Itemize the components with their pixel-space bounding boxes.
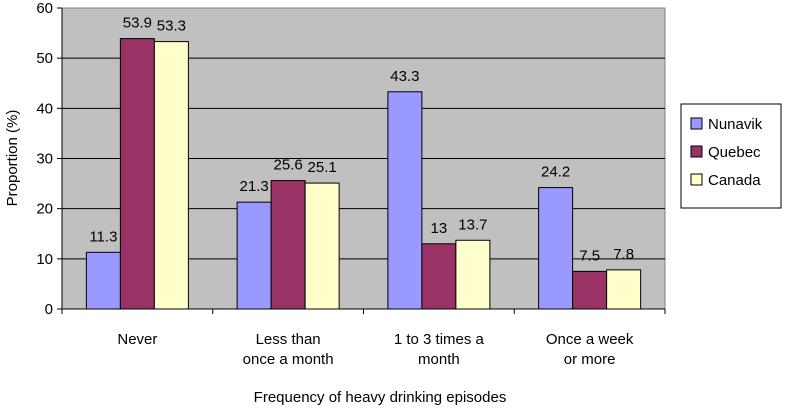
bar-canada: [606, 269, 642, 310]
data-label: 53.9: [123, 15, 152, 32]
data-label: 25.1: [308, 159, 337, 176]
data-label: 13: [431, 220, 448, 237]
data-label: 43.3: [390, 68, 419, 85]
legend-label-quebec: Quebec: [708, 144, 761, 161]
legend-swatch-canada: [690, 173, 703, 186]
legend-label-nunavik: Nunavik: [708, 116, 763, 133]
data-label: 7.8: [613, 246, 634, 263]
x-category-label: 1 to 3 times a month: [394, 331, 485, 368]
bar-quebec: [421, 243, 457, 310]
data-label: 21.3: [240, 178, 269, 195]
y-tick-label: 60: [36, 0, 53, 17]
data-label: 7.5: [579, 247, 600, 264]
data-label: 25.6: [274, 157, 303, 174]
bars: [85, 38, 642, 310]
y-tick-label: 50: [36, 50, 53, 67]
x-category-label: Less than once a month: [243, 331, 334, 368]
bar-quebec: [270, 180, 306, 310]
data-label: 24.2: [541, 164, 570, 181]
bar-nunavik: [85, 251, 121, 310]
legend-swatch-quebec: [690, 145, 703, 158]
data-label: 53.3: [157, 18, 186, 35]
bar-nunavik: [236, 201, 272, 310]
legend: Nunavik Quebec Canada: [680, 103, 782, 209]
x-axis: Never Less than once a month 1 to 3 times a…: [61, 309, 666, 368]
data-label: 11.3: [89, 228, 117, 245]
y-tick-label: 20: [36, 201, 53, 218]
y-axis-title: Proportion (%): [4, 110, 21, 207]
y-tick-label: 10: [36, 251, 53, 268]
x-category-label: Once a week or more: [546, 331, 634, 368]
y-tick-label: 40: [36, 100, 53, 117]
y-tick-label: 0: [45, 301, 53, 318]
x-category-label: Never: [117, 331, 157, 348]
legend-swatch-nunavik: [690, 117, 703, 130]
bar-quebec: [572, 270, 608, 310]
data-labels: 11.3 53.9 53.3 21.3 25.6 25.1 43.3 13 13.7 24.2 7.…: [89, 15, 634, 265]
bar-nunavik: [387, 91, 423, 310]
y-tick-label: 30: [36, 151, 53, 168]
legend-label-canada: Canada: [708, 172, 761, 189]
x-axis-title: Frequency of heavy drinking episodes: [254, 389, 507, 406]
bar-canada: [153, 41, 189, 310]
bar-nunavik: [538, 187, 574, 310]
bar-canada: [455, 239, 491, 310]
bar-canada: [304, 182, 340, 310]
data-label: 13.7: [458, 216, 487, 233]
bar-quebec: [119, 38, 155, 310]
